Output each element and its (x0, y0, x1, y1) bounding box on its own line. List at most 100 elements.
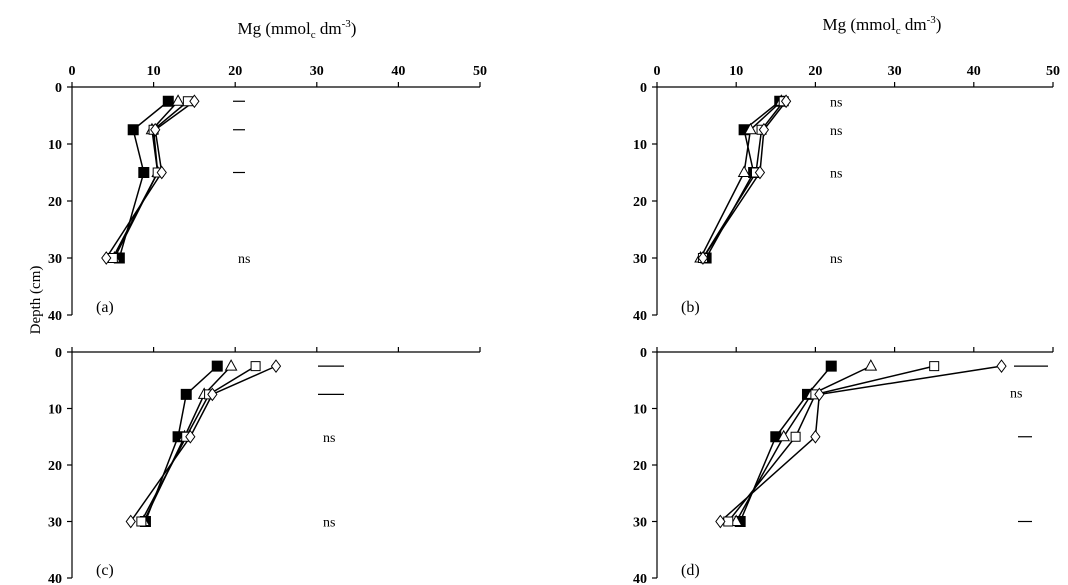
data-point-open-triangle (777, 429, 791, 442)
panels-layer: 0 10 20 30 40 50 0 10 20 30 40 ns (a) 0 10 20 30 40 50 0 10 2… (48, 64, 1060, 585)
x-tick-label: 50 (473, 64, 487, 79)
x-tick-label: 0 (654, 64, 661, 79)
significance-label: ns (323, 516, 335, 531)
data-point-open-diamond (996, 359, 1007, 373)
panel-c: 0 10 20 30 40 ns ns (c) (48, 346, 481, 585)
data-point-filled-square (162, 95, 174, 107)
y-tick-label: 20 (48, 459, 62, 474)
x-tick-label: 10 (729, 64, 743, 79)
data-point-open-diamond (810, 429, 821, 444)
series-line-open-diamond (130, 365, 277, 522)
data-point-filled-square (211, 360, 223, 372)
x-tick-label: 0 (69, 64, 76, 79)
panel-d: 0 10 20 30 40 ns (d) (633, 346, 1054, 585)
panel-label: (a) (96, 299, 114, 316)
panel-a-title: Mg (mmolc dm-3) (238, 18, 357, 41)
y-tick-label: 10 (48, 403, 62, 418)
x-tick-label: 20 (228, 64, 242, 79)
y-tick-label: 30 (48, 516, 62, 531)
y-tick-label: 30 (633, 516, 647, 531)
series-line-open-diamond (105, 100, 195, 259)
series-line-open-triangle (735, 365, 872, 522)
y-tick-label: 40 (48, 309, 62, 324)
y-tick-label: 10 (633, 403, 647, 418)
data-point-open-diamond (185, 429, 196, 444)
data-point-open-square (929, 361, 940, 372)
data-point-open-diamond (150, 122, 161, 137)
data-point-open-diamond (101, 251, 112, 265)
significance-label: ns (830, 252, 842, 267)
series-line-open-square (702, 100, 785, 259)
data-point-open-diamond (814, 387, 825, 402)
series-line-filled-square (144, 365, 218, 522)
y-tick-label: 40 (633, 572, 647, 585)
series-line-filled-square (739, 365, 832, 522)
significance-label: ns (830, 95, 842, 110)
panel-b: 0 10 20 30 40 50 0 10 20 30 40 ns ns ns ns (b) (633, 64, 1060, 324)
x-tick-label: 30 (888, 64, 902, 79)
y-tick-label: 30 (48, 252, 62, 267)
panel-a: 0 10 20 30 40 50 0 10 20 30 40 ns (a) (48, 64, 487, 324)
data-point-open-triangle (171, 94, 185, 106)
data-point-open-diamond (207, 387, 218, 402)
data-point-filled-square (825, 360, 837, 372)
significance-label: ns (1010, 386, 1022, 401)
significance-label: ns (830, 167, 842, 182)
significance-label: ns (830, 124, 842, 139)
data-point-open-diamond (270, 359, 282, 373)
data-point-open-diamond (715, 514, 726, 529)
y-tick-label: 10 (633, 138, 647, 153)
series-line-open-diamond (702, 100, 787, 259)
data-point-filled-square (138, 167, 150, 178)
x-tick-label: 40 (391, 64, 405, 79)
series-line-open-diamond (719, 365, 1002, 523)
y-tick-label: 20 (48, 195, 62, 210)
y-axis-label: Depth (cm) (28, 266, 44, 335)
series-line-open-square (727, 365, 935, 522)
x-tick-label: 10 (147, 64, 161, 79)
series-line-filled-square (118, 100, 169, 259)
data-point-open-square (790, 431, 801, 442)
data-point-open-diamond (189, 94, 200, 109)
y-tick-label: 30 (633, 252, 647, 267)
y-tick-label: 0 (640, 346, 647, 361)
y-tick-label: 40 (48, 572, 62, 585)
y-tick-label: 0 (640, 81, 647, 96)
data-point-filled-square (127, 124, 139, 136)
series-line-open-triangle (113, 100, 179, 259)
y-tick-label: 20 (633, 459, 647, 474)
data-point-open-diamond (125, 514, 136, 529)
data-point-open-square (250, 361, 261, 372)
panel-label: (d) (681, 562, 700, 579)
series-line-open-triangle (699, 100, 782, 259)
x-tick-label: 40 (967, 64, 981, 79)
data-point-open-diamond (758, 122, 770, 137)
x-tick-label: 30 (310, 64, 324, 79)
panel-label: (b) (681, 299, 700, 316)
panel-label: (c) (96, 562, 114, 579)
data-point-open-triangle (729, 514, 743, 526)
data-point-open-diamond (697, 251, 709, 265)
y-tick-label: 0 (55, 81, 62, 96)
significance-label: ns (238, 252, 250, 267)
data-point-filled-square (180, 388, 192, 400)
panel-b-title: Mg (mmolc dm-3) (823, 14, 942, 37)
data-point-open-triangle (744, 122, 757, 135)
x-tick-label: 50 (1046, 64, 1060, 79)
series-line-open-square (140, 365, 256, 522)
data-point-open-triangle (737, 165, 751, 177)
data-point-open-diamond (754, 165, 766, 180)
significance-label: ns (323, 431, 335, 446)
y-tick-label: 20 (633, 195, 647, 210)
y-tick-label: 40 (633, 309, 647, 324)
y-tick-label: 10 (48, 138, 62, 153)
data-point-open-triangle (864, 359, 878, 371)
data-point-open-square (136, 516, 147, 527)
data-point-open-triangle (224, 359, 238, 371)
y-tick-label: 0 (55, 346, 62, 361)
series-line-open-square (112, 100, 189, 259)
data-point-open-diamond (156, 165, 167, 180)
x-tick-label: 20 (808, 64, 822, 79)
data-point-open-diamond (780, 94, 792, 109)
